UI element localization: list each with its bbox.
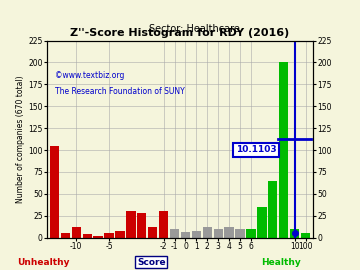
Bar <box>170 229 179 238</box>
Bar <box>126 211 135 238</box>
Bar <box>301 233 310 238</box>
Bar <box>290 229 299 238</box>
Bar <box>235 229 245 238</box>
Bar <box>213 229 223 238</box>
Bar <box>192 231 201 238</box>
Text: Healthy: Healthy <box>261 258 301 266</box>
Bar <box>115 231 125 238</box>
Bar <box>50 146 59 238</box>
Y-axis label: Number of companies (670 total): Number of companies (670 total) <box>16 75 25 203</box>
Text: Unhealthy: Unhealthy <box>17 258 69 266</box>
Title: Z''-Score Histogram for RDY (2016): Z''-Score Histogram for RDY (2016) <box>70 28 290 38</box>
Bar <box>137 213 147 238</box>
Bar <box>82 234 92 238</box>
Bar <box>181 232 190 238</box>
Text: Sector: Healthcare: Sector: Healthcare <box>149 24 240 34</box>
Bar <box>61 233 70 238</box>
Bar <box>203 227 212 238</box>
Bar <box>148 227 157 238</box>
Text: 10.1103: 10.1103 <box>236 146 277 154</box>
Bar <box>257 207 266 238</box>
Bar <box>72 227 81 238</box>
Bar <box>94 236 103 238</box>
Bar <box>104 233 114 238</box>
Bar <box>279 62 288 238</box>
Bar <box>246 229 256 238</box>
Text: Score: Score <box>137 258 166 266</box>
Bar <box>159 211 168 238</box>
Bar <box>225 227 234 238</box>
Text: ©www.textbiz.org: ©www.textbiz.org <box>55 71 124 80</box>
Text: The Research Foundation of SUNY: The Research Foundation of SUNY <box>55 87 185 96</box>
Bar <box>268 181 278 238</box>
